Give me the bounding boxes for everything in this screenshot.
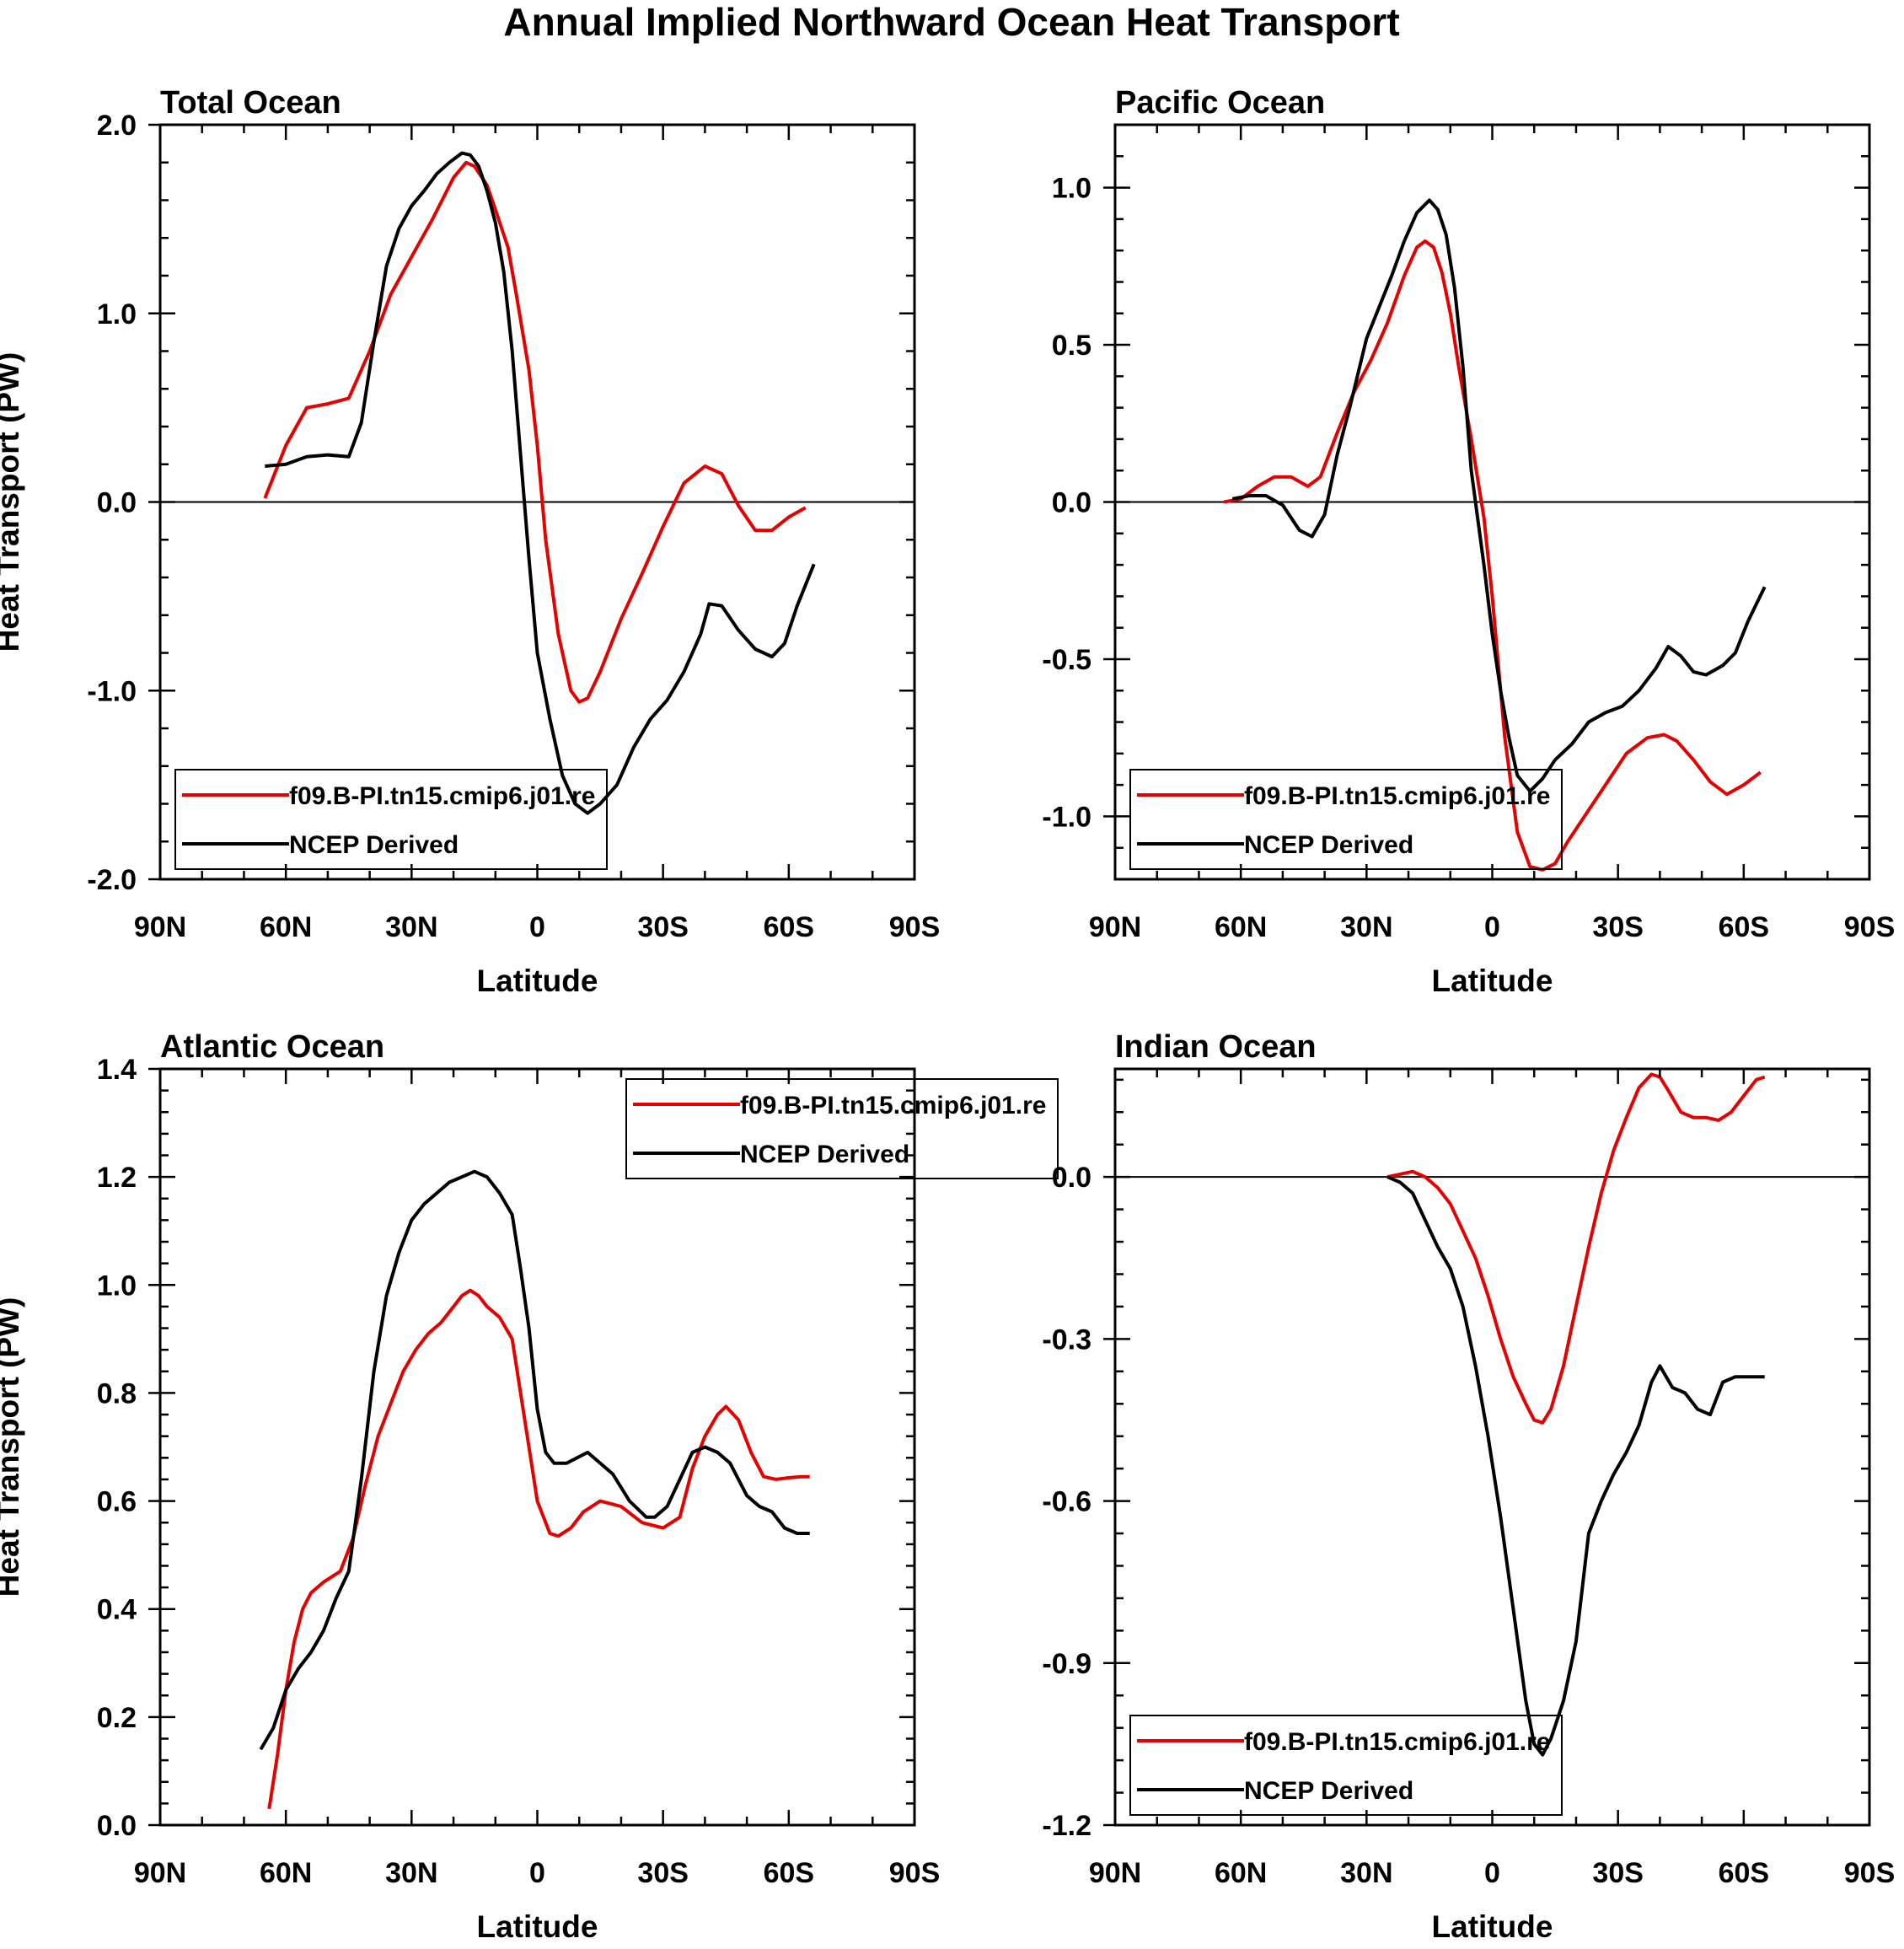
atlantic-ocean-y-axis-label: Heat Transport (PW) [0, 1297, 25, 1597]
pacific-ocean-y-tick-label: 0.0 [1052, 487, 1091, 519]
indian-ocean-panel: Indian Ocean 90N 60N 30N 0 30S 60S 90S -1.2 -0.9 -… [1042, 1029, 1895, 1944]
pacific-ocean-x-axis-label: Latitude [1432, 964, 1553, 998]
pacific-ocean-series-f09-b-pi-tn15-cmip6-j01-re-line [1223, 239, 1762, 872]
atlantic-ocean-legend-box [625, 1078, 1059, 1179]
total-ocean-x-axis-label: Latitude [477, 964, 598, 998]
atlantic-ocean-y-tick-label: 0.0 [97, 1810, 137, 1842]
total-ocean-series-f09-b-pi-tn15-cmip6-j01-re-line [263, 160, 807, 704]
atlantic-ocean-x-tick-label: 90S [889, 1857, 941, 1889]
pacific-ocean-x-tick-label: 90S [1844, 911, 1896, 943]
indian-ocean-x-tick-label: 0 [1484, 1857, 1500, 1889]
pacific-ocean-legend-label: NCEP Derived [1244, 831, 1413, 859]
indian-ocean-legend: f09.B-PI.tn15.cmip6.j01.re NCEP Derived [1129, 1715, 1563, 1816]
pacific-ocean-series-ncep-derived-line [1231, 198, 1767, 793]
total-ocean-series-ncep-derived-line [265, 151, 816, 815]
total-ocean-y-tick-label: 2.0 [97, 110, 137, 142]
indian-ocean-x-tick-label: 90N [1089, 1857, 1141, 1889]
pacific-ocean-y-tick-label: -1.0 [1042, 801, 1091, 833]
pacific-ocean-panel: Pacific Ocean 90N 60N 30N 0 30S 60S 90S -1.0 -0.5… [1042, 85, 1895, 998]
pacific-ocean-x-tick-label: 0 [1484, 911, 1500, 943]
atlantic-ocean-x-tick-label: 60S [764, 1857, 815, 1889]
atlantic-ocean-x-tick-label: 60N [260, 1857, 312, 1889]
total-ocean-legend-label: NCEP Derived [289, 831, 459, 859]
total-ocean-x-tick-label: 90N [134, 911, 186, 943]
indian-ocean-x-axis-label: Latitude [1432, 1909, 1553, 1944]
indian-ocean-legend-label: NCEP Derived [1244, 1777, 1413, 1805]
total-ocean-y-axis-label: Heat Transport (PW) [0, 352, 25, 652]
atlantic-ocean-title: Atlantic Ocean [160, 1029, 384, 1065]
pacific-ocean-y-tick-label: -0.5 [1042, 644, 1091, 676]
pacific-ocean-legend: f09.B-PI.tn15.cmip6.j01.re NCEP Derived [1129, 769, 1563, 870]
total-ocean-x-tick-label: 30S [637, 911, 689, 943]
atlantic-ocean-y-tick-label: 0.8 [97, 1377, 137, 1409]
total-ocean-x-tick-label: 0 [529, 911, 545, 943]
total-ocean-panel: Total Ocean 90N 60N 30N 0 30S 60S 90S -2.0 -1.0 0.… [0, 85, 940, 998]
total-ocean-x-tick-label: 90S [889, 911, 941, 943]
total-ocean-y-tick-label: -2.0 [87, 864, 137, 896]
panels: Total Ocean 90N 60N 30N 0 30S 60S 90S -2.0 -1.0 0.… [0, 85, 1895, 1944]
pacific-ocean-x-tick-label: 60S [1719, 911, 1770, 943]
atlantic-ocean-x-tick-label: 0 [529, 1857, 545, 1889]
indian-ocean-x-tick-label: 90S [1844, 1857, 1896, 1889]
indian-ocean-x-tick-label: 60S [1719, 1857, 1770, 1889]
atlantic-ocean-x-axis-label: Latitude [477, 1909, 598, 1944]
atlantic-ocean-legend-label: NCEP Derived [740, 1141, 909, 1168]
indian-ocean-y-tick-label: -0.3 [1042, 1323, 1091, 1356]
atlantic-ocean-x-tick-label: 30S [637, 1857, 689, 1889]
indian-ocean-title: Indian Ocean [1115, 1029, 1317, 1065]
figure-title: Annual Implied Northward Ocean Heat Tran… [503, 0, 1399, 44]
total-ocean-legend: f09.B-PI.tn15.cmip6.j01.re NCEP Derived [174, 769, 608, 870]
atlantic-ocean-panel: Atlantic Ocean 90N 60N 30N 0 30S 60S 90S 0.0 0.2 0… [0, 1029, 1059, 1944]
atlantic-ocean-x-tick-label: 90N [134, 1857, 186, 1889]
atlantic-ocean-y-tick-label: 1.4 [97, 1054, 137, 1086]
atlantic-ocean-y-tick-label: 1.0 [97, 1270, 137, 1302]
indian-ocean-x-tick-label: 30N [1340, 1857, 1392, 1889]
total-ocean-y-tick-label: 0.0 [97, 487, 137, 519]
indian-ocean-y-tick-label: -0.6 [1042, 1486, 1091, 1518]
pacific-ocean-x-tick-label: 90N [1089, 911, 1141, 943]
total-ocean-title: Total Ocean [160, 85, 341, 121]
pacific-ocean-x-tick-label: 60N [1215, 911, 1267, 943]
indian-ocean-x-tick-label: 30S [1592, 1857, 1644, 1889]
total-ocean-y-tick-label: 1.0 [97, 298, 137, 330]
indian-ocean-y-tick-label: -1.2 [1042, 1810, 1091, 1842]
pacific-ocean-x-tick-label: 30N [1340, 911, 1392, 943]
pacific-ocean-y-tick-label: 1.0 [1052, 173, 1091, 205]
atlantic-ocean-y-tick-label: 0.2 [97, 1702, 137, 1734]
indian-ocean-series-ncep-derived-line [1386, 1175, 1765, 1757]
pacific-ocean-legend-box [1129, 769, 1563, 870]
total-ocean-legend-box [174, 769, 608, 870]
total-ocean-x-tick-label: 60S [764, 911, 815, 943]
atlantic-ocean-y-tick-label: 0.4 [97, 1594, 137, 1626]
atlantic-ocean-y-tick-label: 0.6 [97, 1486, 137, 1518]
indian-ocean-series-f09-b-pi-tn15-cmip6-j01-re-line [1386, 1072, 1766, 1425]
atlantic-ocean-series-f09-b-pi-tn15-cmip6-j01-re-line [267, 1288, 810, 1810]
atlantic-ocean-x-tick-label: 30N [385, 1857, 437, 1889]
pacific-ocean-y-tick-label: 0.5 [1052, 330, 1091, 362]
indian-ocean-y-tick-label: 0.0 [1052, 1162, 1091, 1194]
total-ocean-x-tick-label: 30N [385, 911, 437, 943]
indian-ocean-legend-label: f09.B-PI.tn15.cmip6.j01.re [1244, 1728, 1551, 1756]
indian-ocean-x-tick-label: 60N [1215, 1857, 1267, 1889]
total-ocean-y-tick-label: -1.0 [87, 675, 137, 707]
indian-ocean-legend-box [1129, 1715, 1563, 1816]
atlantic-ocean-y-tick-label: 1.2 [97, 1162, 137, 1194]
atlantic-ocean-legend-label: f09.B-PI.tn15.cmip6.j01.re [740, 1092, 1047, 1119]
pacific-ocean-title: Pacific Ocean [1115, 85, 1325, 121]
atlantic-ocean-legend: f09.B-PI.tn15.cmip6.j01.re NCEP Derived [625, 1078, 1059, 1179]
total-ocean-legend-label: f09.B-PI.tn15.cmip6.j01.re [289, 782, 596, 810]
pacific-ocean-legend-label: f09.B-PI.tn15.cmip6.j01.re [1244, 782, 1551, 810]
indian-ocean-y-tick-label: -0.9 [1042, 1648, 1091, 1680]
total-ocean-x-tick-label: 60N [260, 911, 312, 943]
atlantic-ocean-series-ncep-derived-line [259, 1169, 810, 1751]
pacific-ocean-x-tick-label: 30S [1592, 911, 1644, 943]
